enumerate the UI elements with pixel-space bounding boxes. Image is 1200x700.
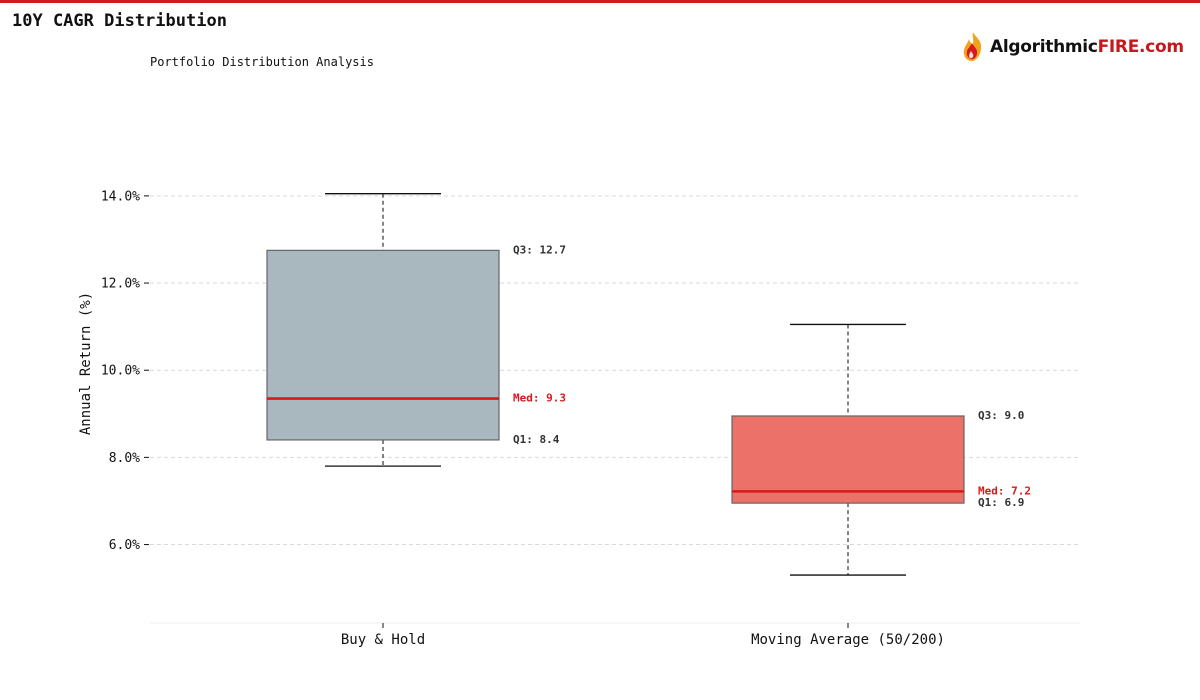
median-label: Med: 7.2 — [978, 484, 1031, 497]
brand-logo: AlgorithmicFIRE.com — [960, 30, 1184, 64]
q1-label: Q1: 8.4 — [513, 433, 560, 446]
chart-title: 10Y CAGR Distribution — [12, 11, 227, 31]
box-iqr — [731, 415, 965, 504]
logo-wordmark: AlgorithmicFIRE.com — [990, 37, 1184, 57]
q1-label: Q1: 6.9 — [978, 496, 1024, 509]
y-tick-label: 14.0% — [101, 189, 140, 204]
x-tick-label: Buy & Hold — [341, 632, 425, 648]
median-label: Med: 9.3 — [513, 392, 566, 405]
y-tick-label: 12.0% — [101, 277, 140, 292]
chart-subtitle: Portfolio Distribution Analysis — [150, 55, 374, 69]
y-axis-label: Annual Return (%) — [78, 292, 94, 435]
q3-label: Q3: 12.7 — [513, 243, 566, 256]
q3-label: Q3: 9.0 — [978, 409, 1024, 422]
y-tick-label: 10.0% — [101, 364, 140, 379]
box-iqr — [266, 249, 500, 441]
y-tick-label: 8.0% — [109, 451, 140, 466]
y-tick-label: 6.0% — [109, 538, 140, 553]
top-accent-bar — [0, 0, 1200, 3]
x-tick-label: Moving Average (50/200) — [751, 632, 945, 648]
flame-icon — [963, 32, 982, 61]
